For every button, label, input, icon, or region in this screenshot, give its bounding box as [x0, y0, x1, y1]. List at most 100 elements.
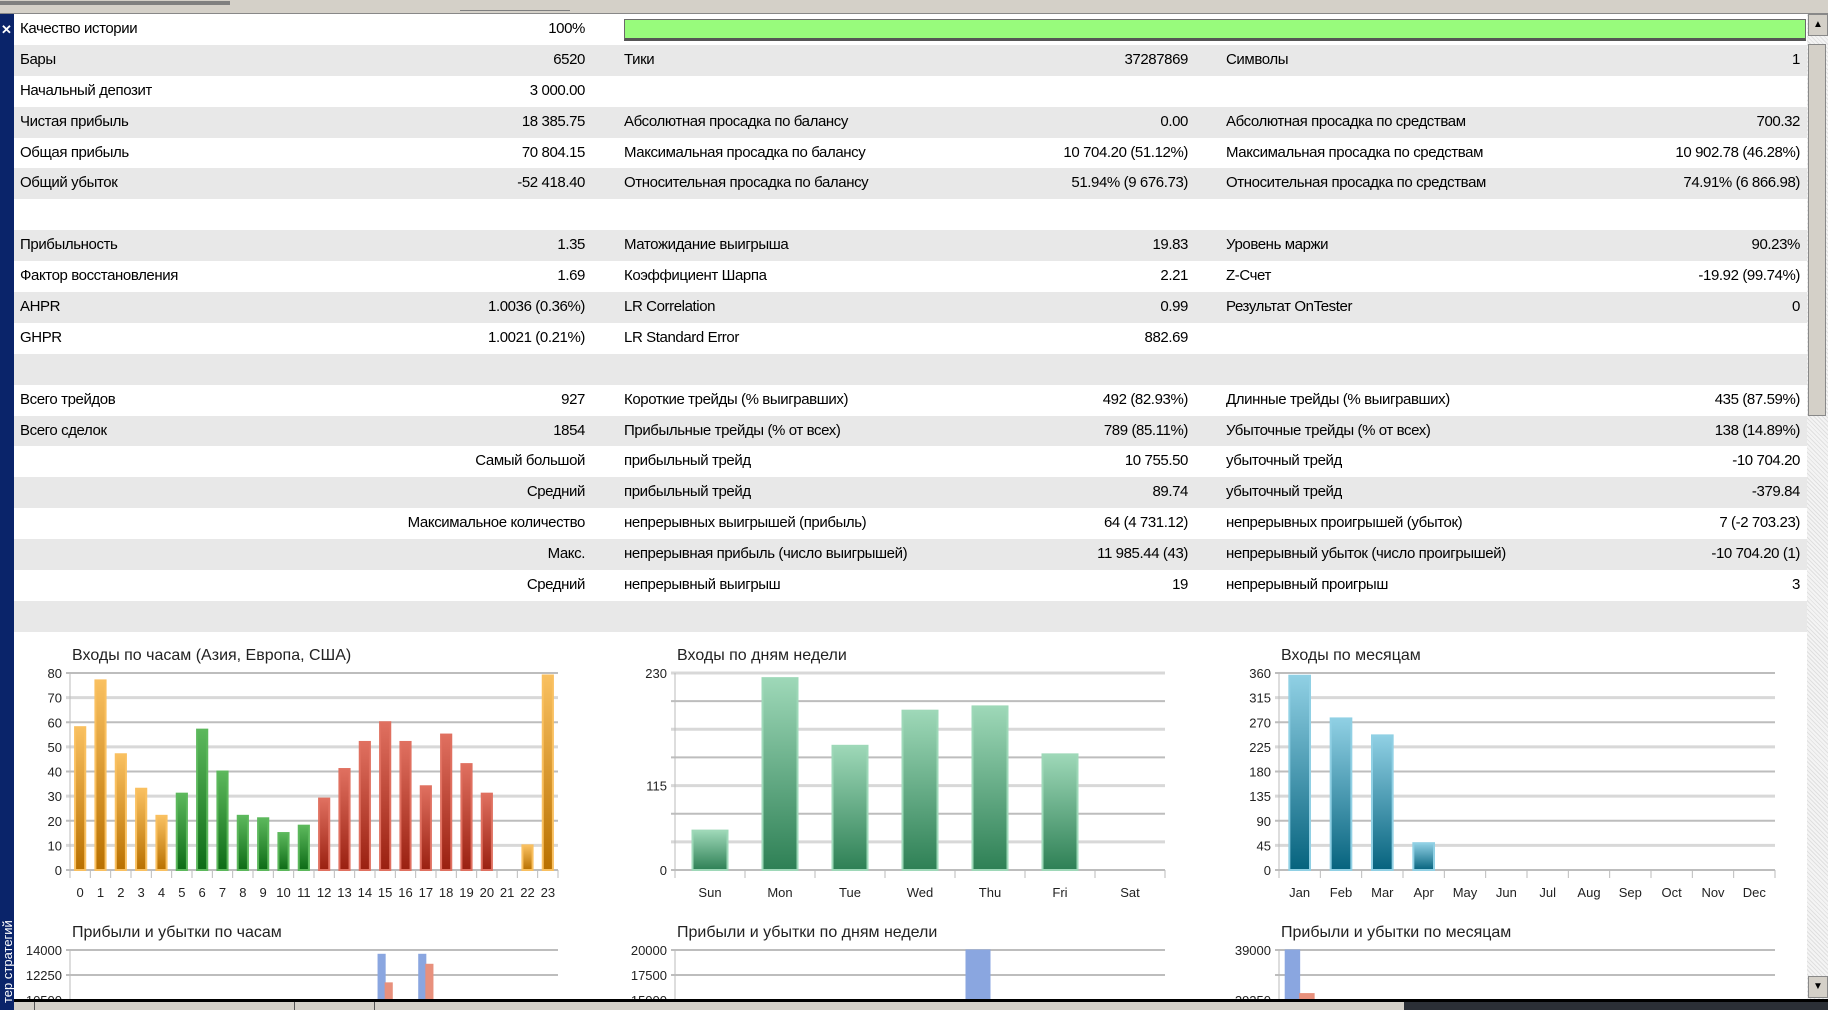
col2-value: 37287869 — [1124, 50, 1188, 68]
bottom-tab[interactable] — [294, 1002, 295, 1010]
bar-Mar — [1371, 734, 1394, 871]
chart-title: Прибыли и убытки по часам — [72, 924, 282, 941]
col2-label: Тики — [624, 50, 655, 68]
col3-value: 435 (87.59%) — [1714, 390, 1801, 408]
col1-label: Начальный депозит — [20, 81, 152, 99]
bottom-tab[interactable] — [374, 1002, 375, 1010]
x-tick-label: Nov — [1701, 885, 1725, 900]
x-tick-label: May — [1453, 885, 1478, 900]
table-row: Средний прибыльный трейд 89.74 убыточный тр… — [14, 477, 1807, 509]
y-tick-label: 39000 — [1235, 943, 1271, 958]
x-tick-label: Fri — [1052, 885, 1067, 900]
table-row: Бары 6520 Тики 37287869 Символы 1 — [14, 44, 1807, 76]
table-row: Самый большой прибыльный трейд 10 755.50 уб… — [14, 446, 1807, 477]
x-tick-label: Jan — [1289, 885, 1310, 900]
col1-value: 1.0036 (0.36%) — [488, 298, 585, 316]
table-row: Средний непрерывный выигрыш 19 непрерывный … — [14, 570, 1807, 601]
vertical-scrollbar[interactable]: ▲ ▼ — [1807, 14, 1828, 1000]
x-tick-label: Tue — [839, 885, 861, 900]
scroll-down-arrow-icon[interactable]: ▼ — [1808, 976, 1828, 998]
x-tick-label: 12 — [317, 885, 331, 900]
x-tick-label: Jul — [1539, 885, 1556, 900]
col2-label: Матожидание выигрыша — [624, 236, 789, 254]
x-tick-label: Wed — [907, 885, 934, 900]
x-tick-label: 17 — [419, 885, 433, 900]
loss-bar-15 — [384, 982, 393, 1000]
col3-label: непрерывный убыток (число проигрышей) — [1226, 545, 1506, 563]
col1-value: 3 000.00 — [529, 81, 586, 99]
x-tick-label: 1 — [97, 885, 104, 900]
table-row: Макс. непрерывная прибыль (число выигрыше… — [14, 539, 1807, 571]
scroll-up-arrow-icon[interactable]: ▲ — [1808, 14, 1828, 36]
col3-label: Уровень маржи — [1226, 236, 1329, 254]
col1-label: Общий убыток — [20, 174, 118, 192]
table-row — [14, 353, 1807, 385]
col1-label: Бары — [20, 50, 56, 68]
x-tick-label: Apr — [1414, 885, 1435, 900]
close-icon[interactable]: ✕ — [1, 22, 12, 37]
col1-value: 70 804.15 — [521, 143, 586, 161]
x-tick-label: 21 — [500, 885, 514, 900]
col1-value: 1.69 — [557, 267, 585, 285]
x-tick-label: 23 — [541, 885, 555, 900]
col2-value: 0.00 — [1160, 112, 1188, 130]
profit-bar-15 — [377, 953, 386, 1000]
bar-Wed — [901, 709, 939, 872]
chart-title: Прибыли и убытки по месяцам — [1281, 924, 1511, 941]
x-tick-label: 8 — [239, 885, 246, 900]
col2-label: Прибыльные трейды (% от всех) — [624, 421, 841, 439]
col2-label: Абсолютная просадка по балансу — [624, 112, 848, 130]
table-row: AHPR 1.0036 (0.36%) LR Correlation 0.99 Резу… — [14, 292, 1807, 323]
x-tick-label: 4 — [158, 885, 165, 900]
col3-value: -19.92 (99.74%) — [1698, 267, 1800, 285]
bar-8 — [236, 814, 249, 871]
history-quality-label: Качество истории — [20, 20, 138, 37]
x-tick-label: 10 — [276, 885, 290, 900]
x-tick-label: 7 — [219, 885, 226, 900]
bar-19 — [460, 763, 473, 871]
bar-16 — [399, 740, 412, 871]
entries-by-weekday-chart: Входы по дням недели 0 115 230 Sun Mon Tue Wed T… — [645, 647, 1166, 900]
profit-bar-17 — [418, 953, 427, 1000]
col1-value: 18 385.75 — [521, 112, 586, 130]
col2-label: прибыльный трейд — [624, 452, 751, 470]
x-tick-label: Mon — [767, 885, 792, 900]
col1-value: 1.35 — [557, 236, 585, 254]
table-row: GHPR 1.0021 (0.21%) LR Standard Error 882.6… — [14, 323, 1807, 354]
col2-value: 10 704.20 (51.12%) — [1063, 143, 1188, 161]
bar-20 — [480, 792, 493, 872]
col3-value: -10 704.20 — [1732, 452, 1800, 470]
col2-value: 11 985.44 (43) — [1097, 545, 1188, 563]
y-tick-label: 225 — [1249, 740, 1271, 755]
bar-13 — [338, 768, 351, 872]
col1-label: Средний — [526, 483, 586, 501]
profit-loss-by-weekday-chart: Прибыли и убытки по дням недели 20000 1750… — [631, 924, 1165, 1000]
col3-value: 1 — [1792, 50, 1800, 68]
x-tick-label: 6 — [199, 885, 206, 900]
entries-by-hour-chart: Входы по часам (Азия, Европа, США)010203… — [48, 647, 559, 900]
y-tick-label: 0 — [55, 863, 62, 878]
report-charts: Входы по часам (Азия, Европа, США)010203… — [26, 647, 1776, 1000]
col2-label: Короткие трейды (% выигравших) — [624, 390, 849, 408]
bar-7 — [216, 770, 229, 871]
col2-label: Относительная просадка по балансу — [624, 174, 869, 192]
scrollbar-thumb[interactable] — [1808, 44, 1826, 416]
loss-bar-17 — [425, 963, 434, 1000]
col2-value: 19 — [1172, 576, 1188, 594]
col3-value: -10 704.20 (1) — [1711, 545, 1800, 563]
col3-label: Символы — [1226, 50, 1289, 68]
backtest-report-table: Качество истории 100% Бары 6520 Тики 372878… — [14, 14, 1807, 632]
bottom-tab[interactable] — [34, 1002, 35, 1010]
y-tick-label: 70 — [48, 691, 62, 706]
x-tick-label: 13 — [337, 885, 351, 900]
profit-loss-by-hour-chart: Прибыли и убытки по часам 14000 12250 10500 — [26, 924, 558, 1000]
bar-Jan — [1288, 674, 1312, 871]
title-strip — [0, 0, 1828, 14]
y-tick-label: 50 — [48, 740, 62, 755]
table-row: Чистая прибыль 18 385.75 Абсолютная просад… — [14, 106, 1807, 138]
col1-label: Всего сделок — [20, 421, 107, 439]
col2-value: 10 755.50 — [1124, 452, 1189, 470]
x-tick-label: Dec — [1743, 885, 1767, 900]
col3-value: 7 (-2 703.23) — [1719, 514, 1800, 532]
col3-value: -379.84 — [1751, 483, 1800, 501]
